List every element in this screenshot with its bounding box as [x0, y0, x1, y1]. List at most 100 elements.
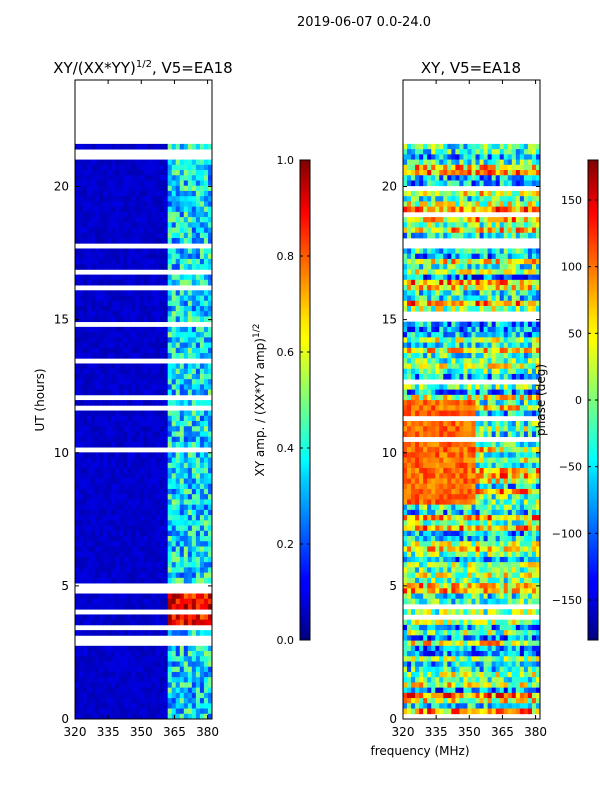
- heatmap-cell: [168, 536, 172, 542]
- heatmap-cell: [488, 254, 492, 260]
- heatmap-cell: [99, 709, 103, 715]
- heatmap-cell: [164, 661, 168, 667]
- left-heatmap: [75, 144, 212, 720]
- heatmap-cell: [75, 248, 79, 254]
- heatmap-cell: [520, 175, 524, 181]
- heatmap-cell: [156, 411, 160, 417]
- left-colorbar-label-main: XY amp. / (XX*YY amp): [253, 338, 267, 476]
- heatmap-cell: [156, 369, 160, 375]
- heatmap-cell: [119, 165, 123, 171]
- heatmap-cell: [95, 510, 99, 516]
- heatmap-cell: [200, 374, 204, 380]
- heatmap-cell: [463, 144, 467, 150]
- heatmap-cell: [427, 332, 431, 338]
- heatmap-cell: [415, 327, 419, 333]
- heatmap-cell: [176, 505, 180, 511]
- heatmap-cell: [496, 337, 500, 343]
- heatmap-cell: [123, 316, 127, 322]
- heatmap-cell: [476, 233, 480, 239]
- heatmap-cell: [99, 254, 103, 260]
- heatmap-cell: [472, 280, 476, 286]
- heatmap-cell: [504, 395, 508, 401]
- heatmap-cell: [139, 175, 143, 181]
- heatmap-cell: [107, 348, 111, 354]
- heatmap-cell: [79, 667, 83, 673]
- heatmap-cell: [407, 275, 411, 281]
- heatmap-cell: [472, 264, 476, 270]
- heatmap-cell: [431, 160, 435, 166]
- heatmap-cell: [184, 363, 188, 369]
- heatmap-cell: [419, 301, 423, 307]
- heatmap-cell: [204, 479, 208, 485]
- heatmap-cell: [500, 442, 504, 448]
- heatmap-cell: [119, 515, 123, 521]
- heatmap-cell: [419, 170, 423, 176]
- heatmap-cell: [168, 515, 172, 521]
- heatmap-cell: [156, 646, 160, 652]
- heatmap-cell: [472, 296, 476, 302]
- heatmap-cell: [164, 688, 168, 694]
- heatmap-cell: [435, 217, 439, 223]
- heatmap-cell: [496, 369, 500, 375]
- heatmap-cell: [443, 154, 447, 160]
- heatmap-cell: [103, 337, 107, 343]
- heatmap-cell: [164, 630, 168, 636]
- heatmap-cell: [435, 170, 439, 176]
- heatmap-cell: [463, 222, 467, 228]
- heatmap-cell: [451, 275, 455, 281]
- heatmap-cell: [115, 301, 119, 307]
- heatmap-cell: [411, 327, 415, 333]
- heatmap-cell: [111, 233, 115, 239]
- heatmap-cell: [168, 573, 172, 579]
- heatmap-cell: [103, 578, 107, 584]
- heatmap-cell: [111, 217, 115, 223]
- heatmap-cell: [439, 384, 443, 390]
- heatmap-cell: [168, 411, 172, 417]
- heatmap-cell: [528, 296, 532, 302]
- heatmap-cell: [484, 217, 488, 223]
- heatmap-cell: [524, 181, 528, 187]
- heatmap-cell: [488, 144, 492, 150]
- heatmap-cell: [508, 337, 512, 343]
- heatmap-cell: [431, 442, 435, 448]
- heatmap-cell: [480, 374, 484, 380]
- heatmap-cell: [79, 468, 83, 474]
- heatmap-cell: [148, 426, 152, 432]
- heatmap-cell: [200, 248, 204, 254]
- heatmap-cell: [204, 599, 208, 605]
- heatmap-cell: [103, 479, 107, 485]
- heatmap-cell: [115, 306, 119, 312]
- heatmap-cell: [103, 332, 107, 338]
- heatmap-cell: [188, 228, 192, 234]
- heatmap-cell: [403, 222, 407, 228]
- heatmap-cell: [524, 160, 528, 166]
- heatmap-cell: [79, 531, 83, 537]
- heatmap-cell: [99, 191, 103, 197]
- heatmap-cell: [196, 567, 200, 573]
- heatmap-cell: [115, 515, 119, 521]
- heatmap-cell: [127, 458, 131, 464]
- heatmap-cell: [91, 411, 95, 417]
- heatmap-cell: [443, 196, 447, 202]
- heatmap-cell: [435, 191, 439, 197]
- heatmap-cell: [204, 186, 208, 192]
- heatmap-cell: [135, 484, 139, 490]
- heatmap-cell: [144, 562, 148, 568]
- heatmap-cell: [119, 233, 123, 239]
- heatmap-cell: [407, 348, 411, 354]
- heatmap-cell: [79, 207, 83, 213]
- heatmap-cell: [127, 327, 131, 333]
- heatmap-cell: [131, 499, 135, 505]
- heatmap-cell: [451, 363, 455, 369]
- heatmap-cell: [107, 510, 111, 516]
- heatmap-cell: [176, 181, 180, 187]
- heatmap-cell: [164, 175, 168, 181]
- heatmap-cell: [119, 186, 123, 192]
- heatmap-cell: [407, 431, 411, 437]
- heatmap-cell: [75, 599, 79, 605]
- heatmap-cell: [115, 212, 119, 218]
- heatmap-cell: [431, 201, 435, 207]
- heatmap-cell: [411, 154, 415, 160]
- heatmap-cell: [439, 259, 443, 265]
- heatmap-cell: [172, 531, 176, 537]
